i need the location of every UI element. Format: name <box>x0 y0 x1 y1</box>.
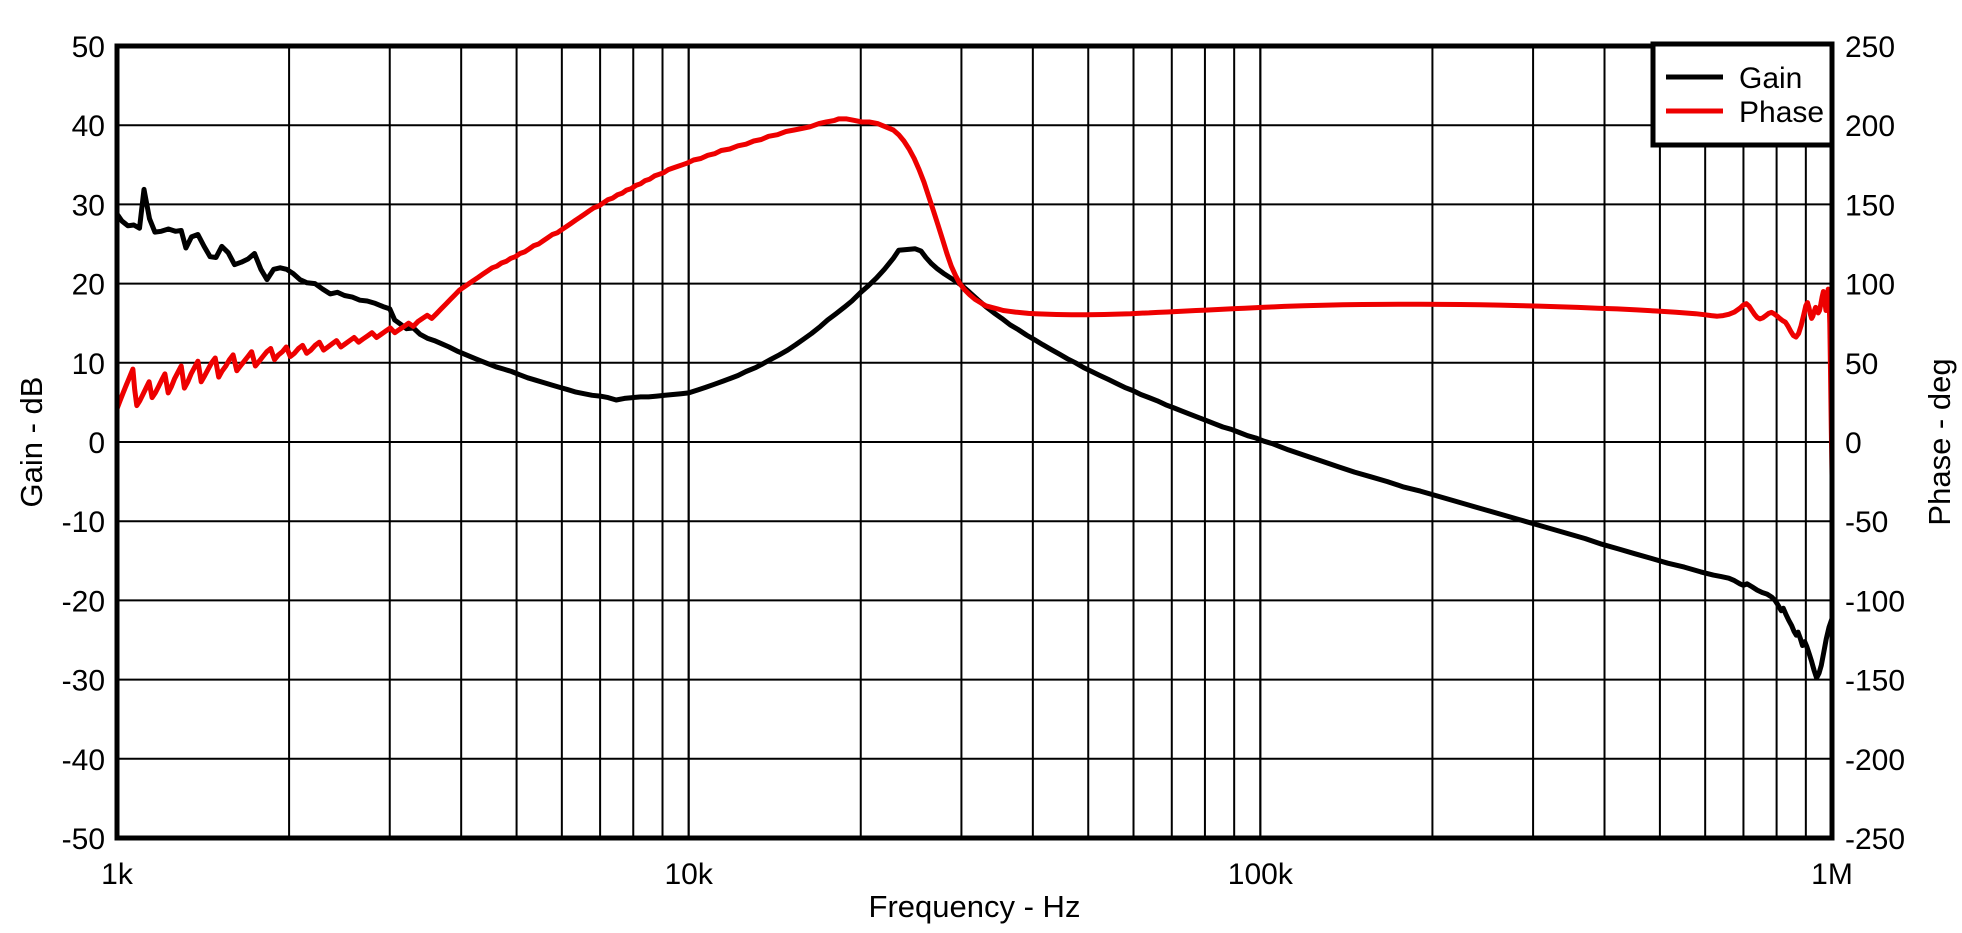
curve-phase <box>114 116 1835 478</box>
legend-box <box>1650 41 1835 148</box>
left-tick-label: -40 <box>62 744 105 777</box>
grid-lines <box>117 46 1832 838</box>
axis-tick-labels: 50403020100-10-20-30-40-5025020015010050… <box>62 31 1905 891</box>
legend-label-phase: Phase <box>1739 96 1824 129</box>
left-tick-label: -20 <box>62 585 105 618</box>
right-axis-title: Phase - deg <box>1922 358 1957 525</box>
x-tick-label: 100k <box>1228 858 1294 891</box>
left-tick-label: 40 <box>72 110 105 143</box>
right-tick-label: -50 <box>1845 506 1888 539</box>
x-tick-label: 1M <box>1811 858 1853 891</box>
curve-gain <box>114 186 1835 681</box>
left-tick-label: 20 <box>72 269 105 302</box>
x-tick-label: 10k <box>664 858 713 891</box>
legend-label-gain: Gain <box>1739 62 1802 95</box>
left-tick-label: 50 <box>72 31 105 64</box>
right-tick-label: 0 <box>1845 427 1862 460</box>
data-curves <box>114 116 1835 681</box>
left-tick-label: -10 <box>62 506 105 539</box>
right-tick-label: 150 <box>1845 189 1895 222</box>
right-tick-label: -250 <box>1845 823 1905 856</box>
left-tick-label: 10 <box>72 348 105 381</box>
right-tick-label: 250 <box>1845 31 1895 64</box>
right-tick-label: 50 <box>1845 348 1878 381</box>
right-tick-label: 100 <box>1845 269 1895 302</box>
plot-border <box>114 43 1835 841</box>
x-axis-title: Frequency - Hz <box>869 889 1081 924</box>
left-tick-label: -30 <box>62 665 105 698</box>
left-tick-label: 30 <box>72 189 105 222</box>
left-tick-label: 0 <box>88 427 105 460</box>
left-tick-label: -50 <box>62 823 105 856</box>
right-tick-label: -100 <box>1845 585 1905 618</box>
right-tick-label: 200 <box>1845 110 1895 143</box>
left-axis-title: Gain - dB <box>14 377 49 508</box>
right-tick-label: -150 <box>1845 665 1905 698</box>
right-tick-label: -200 <box>1845 744 1905 777</box>
x-tick-label: 1k <box>101 858 134 891</box>
